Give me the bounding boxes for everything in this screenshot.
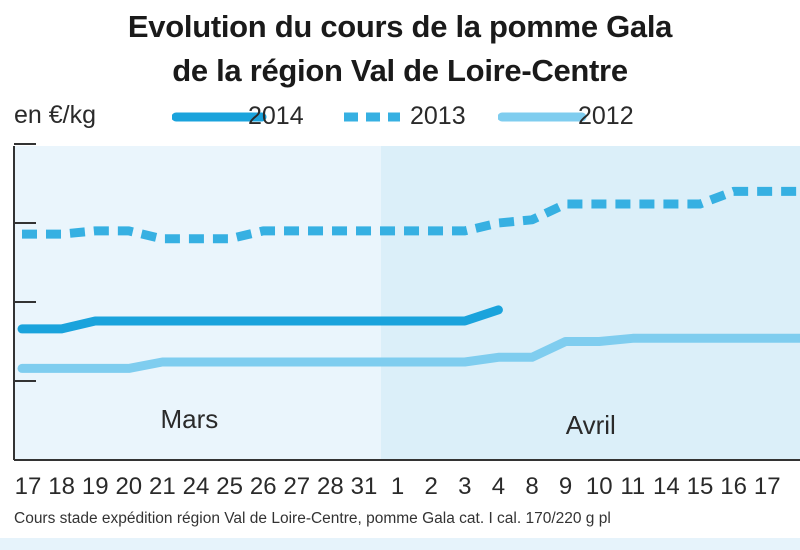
series-line-2012 [17, 333, 800, 373]
bg-avril [380, 146, 800, 460]
bottom-band [0, 538, 800, 550]
x-tick-label: 19 [82, 473, 109, 500]
x-tick-label: 3 [458, 473, 471, 500]
legend-item-2014: 2014 [172, 100, 312, 134]
x-tick-label: 11 [620, 473, 645, 500]
x-tick-label: 17 [15, 473, 42, 500]
x-tick-label: 9 [559, 473, 572, 500]
x-tick-label: 16 [720, 473, 747, 500]
x-tick-label: 26 [250, 473, 277, 500]
x-tick-label: 25 [216, 473, 243, 500]
legend-label-2014: 2014 [248, 102, 304, 130]
x-tick-label: 27 [283, 473, 310, 500]
x-tick-label: 2 [425, 473, 438, 500]
chart-subtitle: de la région Val de Loire-Centre [172, 53, 628, 88]
x-tick-label: 31 [351, 473, 378, 500]
legend-label-2013: 2013 [410, 102, 466, 130]
chart-series [17, 186, 800, 373]
month-label-avril: Avril [566, 410, 616, 440]
legend-item-2013: 2013 [340, 100, 480, 134]
x-tick-label: 1 [391, 473, 404, 500]
legend-swatch-2012 [498, 112, 587, 122]
x-tick-label: 14 [653, 473, 680, 500]
source-note: Cours stade expédition région Val de Loi… [14, 510, 611, 527]
y-axis-label: en €/kg [14, 101, 97, 129]
chart-title: Evolution du cours de la pomme Gala [127, 9, 673, 44]
x-tick-label: 8 [525, 473, 538, 500]
bg-mars [14, 146, 381, 460]
legend-item-2012: 2012 [498, 100, 648, 134]
legend-swatch-2013 [344, 112, 400, 122]
x-tick-label: 21 [149, 473, 176, 500]
legend-swatch-2014 [172, 112, 267, 122]
legend-label-2012: 2012 [578, 102, 634, 130]
x-tick-label: 4 [492, 473, 505, 500]
x-tick-label: 10 [586, 473, 613, 500]
x-tick-label: 20 [115, 473, 142, 500]
month-label-mars: Mars [161, 404, 219, 434]
chart-background [14, 146, 800, 460]
series-line-2014 [17, 305, 503, 334]
x-tick-label: 24 [183, 473, 210, 500]
x-tick-label: 15 [687, 473, 714, 500]
series-line-2013 [22, 186, 800, 244]
chart-axes [13, 143, 800, 461]
x-tick-label: 18 [48, 473, 75, 500]
x-tick-label: 17 [754, 473, 781, 500]
x-tick-label: 28 [317, 473, 344, 500]
